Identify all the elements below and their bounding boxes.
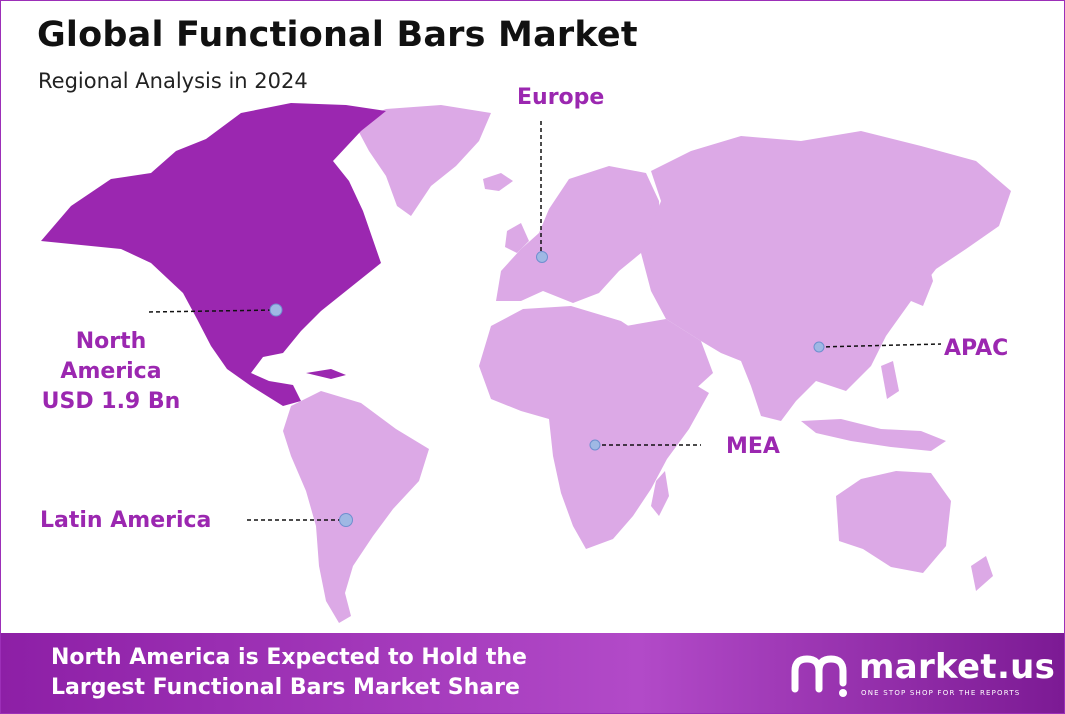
uk-shape [505, 223, 529, 253]
apac-label: APAC [944, 336, 1009, 361]
market-us-logo-icon [791, 655, 847, 697]
footer-line2: Largest Functional Bars Market Share [51, 675, 520, 700]
north-america-value: USD 1.9 Bn [41, 389, 181, 414]
latin-america-marker [339, 513, 353, 527]
apac-marker [813, 341, 825, 353]
new-zealand-shape [971, 556, 993, 591]
mea-marker [589, 439, 601, 451]
footer-banner: North America is Expected to Hold the La… [1, 633, 1064, 713]
madagascar-shape [651, 471, 669, 516]
apac-leader-line [818, 343, 942, 348]
market-us-logo: market.us ONE STOP SHOP FOR THE REPORTS [791, 647, 1055, 703]
philippines-shape [881, 361, 899, 399]
japan-shape [911, 253, 933, 306]
arabia-shape [626, 319, 713, 393]
north-america-label: North America USD 1.9 Bn [41, 327, 181, 417]
north-america-label-line1: North [75, 329, 147, 354]
europe-marker [536, 251, 548, 263]
north-america-leader-line [148, 309, 277, 313]
footer-line1: North America is Expected to Hold the [51, 645, 527, 670]
europe-label: Europe [517, 85, 605, 110]
north-america-label-line2: America [60, 359, 162, 384]
australia-shape [836, 471, 951, 573]
page-title: Global Functional Bars Market [37, 15, 638, 55]
logo-name: market.us [859, 647, 1056, 687]
mea-label: MEA [726, 434, 780, 459]
iceland-shape [483, 173, 513, 191]
indonesia-shape [801, 419, 946, 451]
north-america-marker [269, 303, 283, 317]
europe-shape [496, 166, 661, 303]
logo-tagline: ONE STOP SHOP FOR THE REPORTS [861, 689, 1021, 697]
footer-text: North America is Expected to Hold the La… [51, 643, 527, 703]
south-america-shape [283, 391, 429, 623]
world-map [41, 103, 1011, 623]
latin-america-label: Latin America [40, 508, 212, 533]
north-america-shape [41, 103, 386, 406]
page-subtitle: Regional Analysis in 2024 [38, 69, 308, 93]
caribbean-shape [306, 369, 346, 379]
greenland-shape [353, 105, 491, 216]
asia-shape [641, 131, 1011, 421]
